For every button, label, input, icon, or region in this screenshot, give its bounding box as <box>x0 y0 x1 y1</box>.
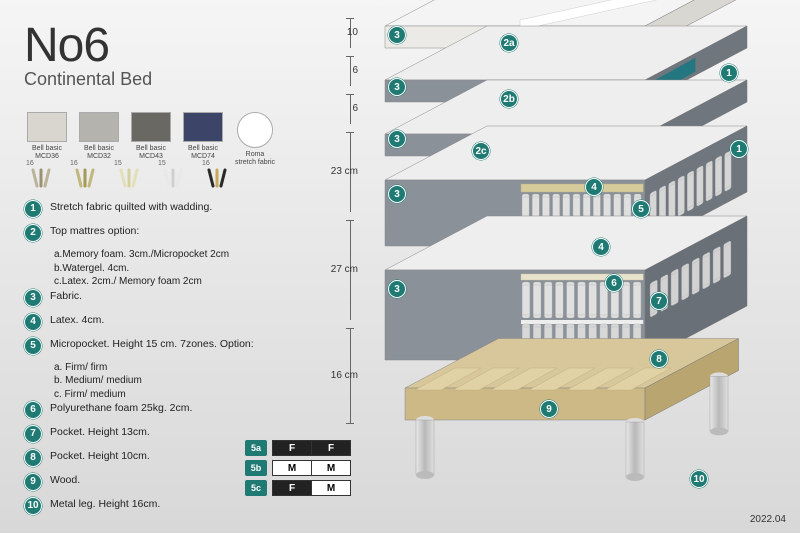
legend-text: Wood. <box>50 473 80 487</box>
diagram-callout: 8 <box>650 350 668 368</box>
leg-variant: 16 <box>24 160 60 188</box>
firmness-cell: M <box>272 460 312 476</box>
firmness-tag: 5c <box>245 480 267 496</box>
diagram-callout: 4 <box>585 178 603 196</box>
legend-bullet: 2 <box>24 224 42 242</box>
legend-text: Pocket. Height 10cm. <box>50 449 150 463</box>
title-block: No6 Continental Bed <box>24 18 152 90</box>
legend-item: 10 Metal leg. Height 16cm. <box>24 497 254 515</box>
legend-item: 2 Top mattres option: <box>24 224 254 242</box>
diagram-callout: 3 <box>388 130 406 148</box>
leg-variant: 15 <box>112 160 148 188</box>
diagram-callout: 10 <box>690 470 708 488</box>
legend-bullet: 6 <box>24 401 42 419</box>
diagram-callout: 6 <box>605 274 623 292</box>
diagram-callout: 4 <box>592 238 610 256</box>
firmness-tag: 5b <box>245 460 267 476</box>
diagram-callout: 3 <box>388 280 406 298</box>
diagram-callout: 7 <box>650 292 668 310</box>
legend-sub: a. Firm/ firmb. Medium/ mediumc. Firm/ m… <box>54 361 254 402</box>
legend-item: 4 Latex. 4cm. <box>24 313 254 331</box>
ruler-label: 6 <box>328 65 358 76</box>
diagram-callout: 1 <box>720 64 738 82</box>
legend-text: Stretch fabric quilted with wadding. <box>50 200 212 214</box>
fabric-swatch: Bell basicMCD36 <box>24 112 70 166</box>
height-ruler: 10 6 6 23 cm 27 cm 16 cm <box>330 18 370 458</box>
legend-text: Top mattres option: <box>50 224 139 238</box>
legend-sub: a.Memory foam. 3cm./Micropocket 2cmb.Wat… <box>54 248 254 289</box>
diagram-callout: 3 <box>388 78 406 96</box>
leg-variant: 16 <box>200 160 236 188</box>
leg-variant: 16 <box>68 160 104 188</box>
fabric-swatch: Bell basicMCD43 <box>128 112 174 166</box>
fabric-swatch: Romastretch fabric <box>232 112 278 166</box>
legend-bullet: 10 <box>24 497 42 515</box>
infographic-root: No6 Continental Bed Bell basicMCD36Bell … <box>0 0 800 533</box>
legend-bullet: 9 <box>24 473 42 491</box>
legend-item: 5 Micropocket. Height 15 cm. 7zones. Opti… <box>24 337 254 355</box>
leg-variants: 16 16 15 15 16 <box>24 160 236 188</box>
legend-text: Latex. 4cm. <box>50 313 104 327</box>
diagram-callout: 9 <box>540 400 558 418</box>
legend-bullet: 1 <box>24 200 42 218</box>
product-title: No6 <box>24 18 152 73</box>
ruler-label: 16 cm <box>328 370 358 381</box>
legend-item: 7 Pocket. Height 13cm. <box>24 425 254 443</box>
product-subtitle: Continental Bed <box>24 69 152 90</box>
diagram-callout: 3 <box>388 26 406 44</box>
ruler-label: 6 <box>328 103 358 114</box>
ruler-label: 23 cm <box>328 166 358 177</box>
legend-list: 1 Stretch fabric quilted with wadding. 2 To… <box>24 200 254 521</box>
diagram-callout: 2a <box>500 34 518 52</box>
diagram-callout: 2c <box>472 142 490 160</box>
legend-text: Metal leg. Height 16cm. <box>50 497 160 511</box>
legend-bullet: 5 <box>24 337 42 355</box>
legend-bullet: 3 <box>24 289 42 307</box>
fabric-swatch: Bell basicMCD74 <box>180 112 226 166</box>
legend-item: 8 Pocket. Height 10cm. <box>24 449 254 467</box>
diagram-callout: 2b <box>500 90 518 108</box>
legend-item: 9 Wood. <box>24 473 254 491</box>
fabric-swatch: Bell basicMCD32 <box>76 112 122 166</box>
firmness-tag: 5a <box>245 440 267 456</box>
legend-bullet: 4 <box>24 313 42 331</box>
diagram-callout: 5 <box>632 200 650 218</box>
firmness-cell: F <box>272 480 312 496</box>
fabric-swatches: Bell basicMCD36Bell basicMCD32Bell basic… <box>24 112 278 166</box>
bed-diagram: 106623 cm27 cm16 cm 32a132b32 <box>330 0 800 520</box>
legend-text: Polyurethane foam 25kg. 2cm. <box>50 401 192 415</box>
diagram-callout: 1 <box>730 140 748 158</box>
legend-item: 1 Stretch fabric quilted with wadding. <box>24 200 254 218</box>
ruler-label: 10 <box>328 27 358 38</box>
legend-bullet: 7 <box>24 425 42 443</box>
legend-text: Micropocket. Height 15 cm. 7zones. Optio… <box>50 337 254 351</box>
legend-item: 6 Polyurethane foam 25kg. 2cm. <box>24 401 254 419</box>
firmness-cell: F <box>272 440 312 456</box>
legend-bullet: 8 <box>24 449 42 467</box>
ruler-label: 27 cm <box>328 264 358 275</box>
legend-text: Pocket. Height 13cm. <box>50 425 150 439</box>
leg-variant: 15 <box>156 160 192 188</box>
diagram-callout: 3 <box>388 185 406 203</box>
legend-item: 3 Fabric. <box>24 289 254 307</box>
legend-text: Fabric. <box>50 289 82 303</box>
